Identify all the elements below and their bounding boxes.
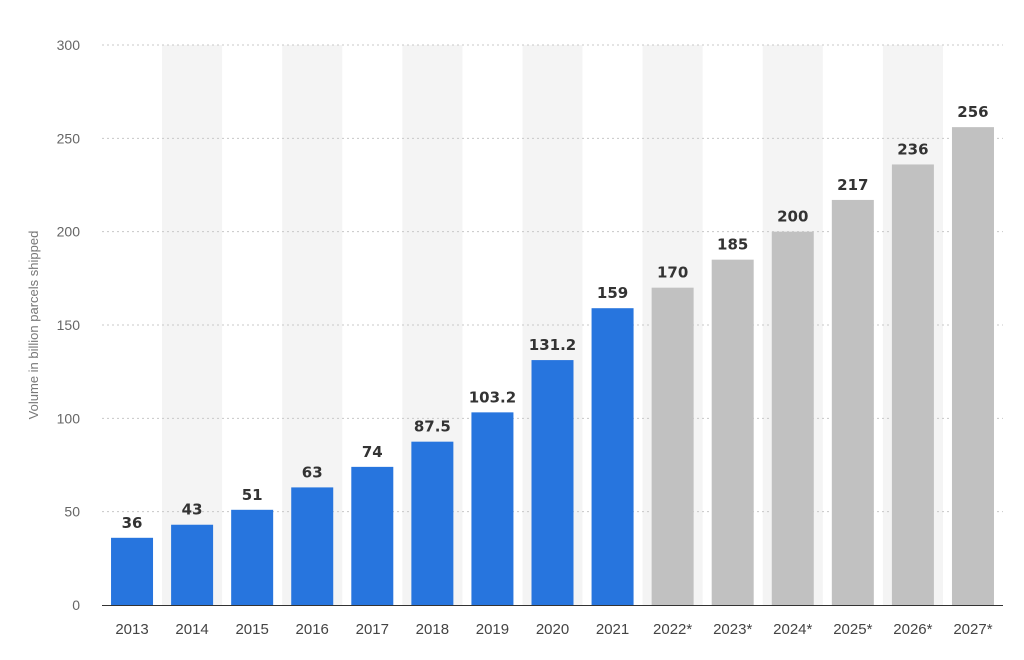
data-label: 236 (897, 140, 928, 158)
x-tick-label: 2014 (175, 621, 208, 638)
y-tick-label: 0 (72, 597, 80, 613)
y-tick-label: 50 (64, 504, 80, 520)
x-tick-label: 2021 (596, 621, 629, 638)
x-tick-label: 2020 (536, 621, 569, 638)
data-labels: 36 43 51 63 74 87.5 103.2 131.2 159 170 185 200 217 2… (122, 103, 989, 532)
bar[interactable] (951, 127, 994, 605)
data-label: 63 (302, 463, 323, 481)
data-label: 256 (957, 103, 988, 121)
x-tick-label: 2022* (653, 621, 692, 638)
x-tick-label: 2013 (115, 621, 148, 638)
data-label: 36 (122, 514, 143, 532)
x-tick-label: 2023* (713, 621, 752, 638)
x-tick-label: 2025* (833, 621, 872, 638)
bar[interactable] (111, 537, 154, 605)
data-label: 103.2 (469, 388, 516, 406)
data-label: 200 (777, 208, 808, 226)
x-tick-label: 2016 (296, 621, 329, 638)
y-tick-label: 200 (57, 224, 81, 240)
x-tick-label: 2024* (773, 621, 812, 638)
bar[interactable] (351, 466, 394, 605)
bar[interactable] (291, 487, 334, 605)
data-label: 74 (362, 443, 383, 461)
bar[interactable] (411, 441, 454, 605)
bar[interactable] (711, 259, 754, 605)
y-tick-label: 150 (57, 317, 81, 333)
data-label: 131.2 (529, 336, 576, 354)
bar[interactable] (531, 360, 574, 605)
data-label: 87.5 (414, 418, 451, 436)
bar[interactable] (591, 308, 634, 605)
y-tick-label: 300 (57, 37, 81, 53)
x-tick-label: 2017 (356, 621, 389, 638)
bar[interactable] (651, 287, 694, 605)
bar[interactable] (171, 524, 214, 605)
bar[interactable] (831, 199, 874, 605)
x-tick-label: 2018 (416, 621, 449, 638)
data-label: 170 (657, 264, 688, 282)
x-tick-label: 2026* (893, 621, 932, 638)
bars (111, 127, 994, 605)
x-tick-label: 2019 (476, 621, 509, 638)
bar[interactable] (771, 231, 814, 605)
x-axis-ticks: 2013 2014 2015 2016 2017 2018 2019 2020 2021 2022… (115, 621, 992, 638)
y-tick-label: 100 (57, 410, 81, 426)
x-tick-label: 2027* (953, 621, 992, 638)
bar[interactable] (891, 164, 934, 605)
y-axis-label: Volume in billion parcels shipped (26, 231, 41, 420)
x-tick-label: 2015 (235, 621, 268, 638)
data-label: 159 (597, 284, 628, 302)
bar[interactable] (231, 509, 274, 605)
data-label: 43 (182, 501, 203, 519)
y-tick-label: 250 (57, 130, 81, 146)
y-axis-ticks: 0 50 100 150 200 250 300 (57, 37, 81, 613)
data-label: 217 (837, 176, 868, 194)
data-label: 185 (717, 236, 748, 254)
bar[interactable] (471, 412, 514, 605)
data-label: 51 (242, 486, 263, 504)
